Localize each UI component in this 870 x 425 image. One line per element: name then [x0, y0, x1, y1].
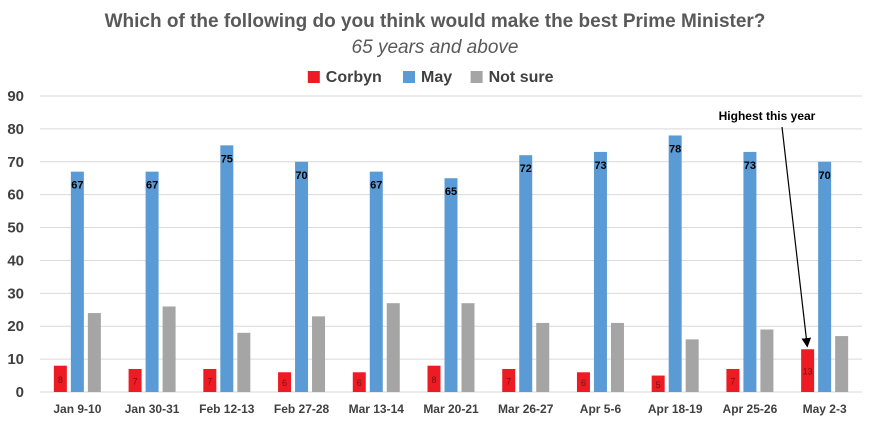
x-tick-label: Jan 9-10: [53, 402, 101, 416]
data-label-may: 65: [445, 186, 457, 198]
bar-not-sure: [312, 316, 326, 392]
y-tick-label: 40: [7, 252, 24, 269]
bar-may: [369, 171, 383, 392]
y-tick-label: 50: [7, 220, 24, 237]
x-axis: Jan 9-10 Jan 30-31 Feb 12-13 Feb 27-28 Mar 1…: [53, 402, 847, 416]
data-label-may: 75: [221, 153, 233, 165]
bar-corbyn: [427, 365, 441, 392]
y-tick-label: 90: [7, 88, 24, 105]
bar-not-sure: [237, 332, 251, 392]
legend-swatch-corbyn: [307, 71, 320, 83]
data-label-corbyn: 13: [803, 367, 813, 377]
data-label-corbyn: 6: [357, 378, 362, 388]
bar-corbyn: [278, 372, 292, 392]
x-tick-label: Apr 18-19: [648, 402, 703, 416]
legend-label-corbyn: Corbyn: [326, 69, 382, 86]
bar-may: [818, 161, 832, 392]
data-label-may: 73: [594, 160, 606, 172]
data-label-corbyn: 7: [730, 376, 735, 386]
bar-corbyn: [801, 349, 815, 392]
x-tick-label: Mar 20-21: [423, 402, 479, 416]
data-label-corbyn: 8: [431, 375, 436, 385]
x-tick-label: Jan 30-31: [125, 402, 180, 416]
y-tick-label: 60: [7, 187, 24, 204]
bar-not-sure: [835, 336, 849, 392]
y-tick-label: 0: [16, 384, 24, 401]
data-label-may: 70: [295, 170, 307, 182]
bar-corbyn: [502, 368, 516, 392]
bar-may: [743, 151, 757, 392]
annotation-arrow: [781, 126, 812, 348]
bar-may: [295, 161, 309, 392]
x-tick-label: Mar 13-14: [349, 402, 405, 416]
bar-not-sure: [87, 313, 101, 392]
x-tick-label: Feb 27-28: [274, 402, 330, 416]
bar-not-sure: [461, 303, 475, 392]
y-axis: 0 10 20 30 40 50 60 70 80 90: [7, 88, 24, 401]
bar-corbyn: [352, 372, 366, 392]
y-tick-label: 80: [7, 121, 24, 138]
bar-not-sure: [536, 322, 550, 392]
data-label-corbyn: 5: [656, 380, 661, 390]
bar-may: [519, 155, 533, 392]
annotation: Highest this year: [719, 109, 816, 348]
bar-corbyn: [726, 368, 740, 392]
data-label-corbyn: 7: [506, 376, 511, 386]
data-labels: 8 67 7 67 7 75 6 70 6 67 8 65 7 72 6 73 5 78 7 73 13 70: [58, 143, 831, 389]
bar-corbyn: [53, 365, 67, 392]
y-tick-label: 20: [7, 318, 24, 335]
bar-not-sure: [386, 303, 400, 392]
x-tick-label: Feb 12-13: [199, 402, 255, 416]
bar-not-sure: [685, 339, 699, 392]
bar-not-sure: [760, 329, 774, 392]
bar-may: [593, 151, 607, 392]
bar-may: [444, 178, 458, 392]
bar-may: [70, 171, 84, 392]
bar-corbyn: [128, 368, 142, 392]
bar-not-sure: [610, 322, 624, 392]
data-label-may: 67: [370, 180, 382, 192]
data-label-may: 70: [819, 170, 831, 182]
data-label-corbyn: 6: [581, 378, 586, 388]
data-label-may: 67: [71, 180, 83, 192]
bar-not-sure: [162, 306, 176, 392]
bar-corbyn: [576, 372, 590, 392]
data-label-may: 78: [669, 143, 681, 155]
x-tick-label: Mar 26-27: [498, 402, 554, 416]
bar-corbyn: [203, 368, 217, 392]
x-tick-label: May 2-3: [803, 402, 847, 416]
chart-subtitle: 65 years and above: [352, 37, 519, 58]
y-tick-label: 10: [7, 351, 24, 368]
legend-label-not-sure: Not sure: [489, 69, 554, 86]
data-label-may: 67: [146, 180, 158, 192]
bar-may: [220, 145, 234, 392]
y-tick-label: 30: [7, 285, 24, 302]
bars: [53, 135, 849, 392]
legend-label-may: May: [421, 69, 452, 86]
data-label-corbyn: 6: [282, 378, 287, 388]
legend-swatch-may: [403, 71, 415, 83]
data-label-may: 73: [744, 160, 756, 172]
data-label-corbyn: 8: [58, 375, 63, 385]
data-label-corbyn: 7: [207, 376, 212, 386]
data-label-corbyn: 7: [133, 376, 138, 386]
annotation-label: Highest this year: [719, 109, 816, 123]
bar-corbyn: [651, 375, 665, 392]
y-tick-label: 70: [7, 154, 24, 171]
chart-title: Which of the following do you think woul…: [105, 11, 766, 32]
legend-swatch-not-sure: [470, 71, 483, 83]
legend: Corbyn May Not sure: [307, 69, 554, 86]
bar-may: [668, 135, 682, 392]
x-tick-label: Apr 25-26: [723, 402, 778, 416]
x-tick-label: Apr 5-6: [580, 402, 622, 416]
data-label-may: 72: [520, 163, 532, 175]
bar-may: [145, 171, 159, 392]
